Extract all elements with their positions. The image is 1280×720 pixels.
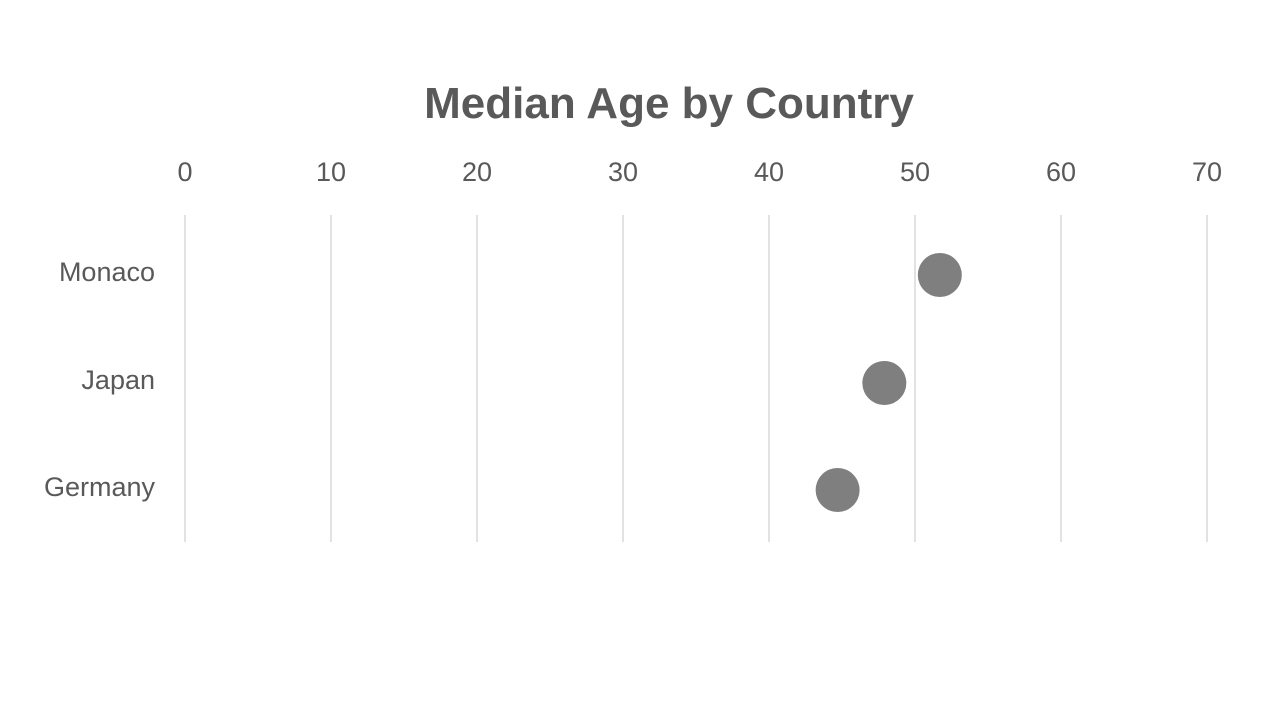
category-label-germany: Germany (44, 472, 156, 502)
data-point-germany (815, 468, 860, 512)
x-tick-label-30: 30 (608, 157, 638, 187)
x-tick-label-40: 40 (754, 157, 784, 187)
category-labels: Monaco Japan Germany (44, 257, 156, 502)
category-label-monaco: Monaco (59, 257, 155, 287)
chart-title: Median Age by Country (424, 79, 914, 128)
data-point-monaco (917, 253, 962, 297)
gridlines (184, 215, 1208, 542)
x-tick-label-50: 50 (900, 157, 930, 187)
data-point-japan (862, 361, 907, 405)
x-axis-tick-labels: 0 10 20 30 40 50 60 70 (177, 157, 1222, 187)
x-tick-label-10: 10 (316, 157, 346, 187)
category-label-japan: Japan (81, 365, 155, 395)
x-tick-label-60: 60 (1046, 157, 1076, 187)
x-tick-label-70: 70 (1192, 157, 1222, 187)
x-tick-label-20: 20 (462, 157, 492, 187)
x-tick-label-0: 0 (177, 157, 192, 187)
data-points (815, 253, 962, 512)
